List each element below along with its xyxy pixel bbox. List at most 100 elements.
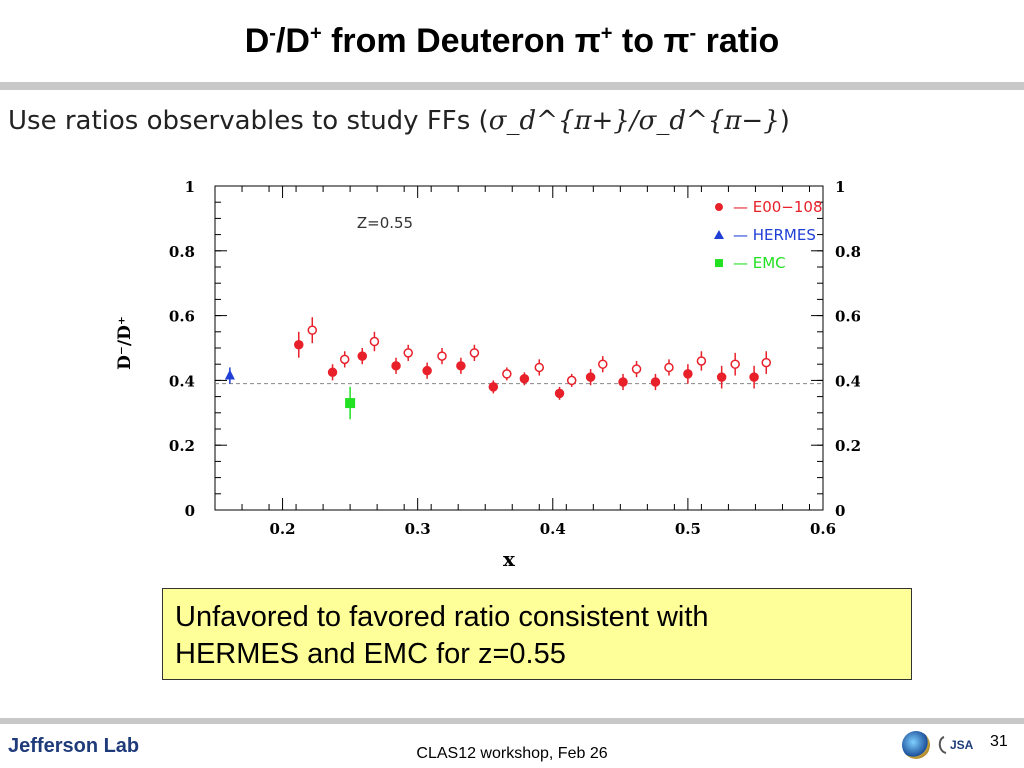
title-part: π	[574, 22, 601, 60]
y-tick-label: 0.8	[169, 243, 195, 261]
data-point	[749, 365, 759, 389]
jsa-logo-icon: JSA	[938, 736, 974, 754]
legend-entry: — EMC	[714, 254, 786, 272]
point-marker	[519, 374, 530, 384]
y-tick-label: 0.2	[169, 437, 195, 455]
title-part: ratio	[696, 22, 780, 60]
y-tick-label-right: 1	[835, 178, 845, 196]
lab-seal-icon	[902, 731, 930, 759]
point-marker	[631, 364, 642, 374]
title-sup: -	[689, 22, 697, 45]
title-part: D	[244, 22, 270, 60]
data-point	[456, 357, 466, 374]
point-marker	[730, 359, 740, 369]
point-marker	[437, 351, 447, 361]
data-point	[357, 348, 368, 365]
y-axis-label: D⁻/D⁺	[115, 316, 135, 370]
point-marker	[585, 372, 596, 382]
data-point	[339, 351, 350, 368]
x-axis-label: x	[503, 547, 516, 568]
point-marker	[369, 336, 380, 347]
data-point	[469, 344, 480, 361]
point-marker	[650, 377, 661, 387]
legend-marker	[714, 203, 723, 212]
point-marker	[696, 356, 707, 366]
y-tick-label-right: 0.8	[835, 243, 860, 261]
legend-label: — EMC	[733, 254, 786, 272]
callout-line-2: HERMES and EMC for z=0.55	[175, 638, 566, 670]
point-marker	[294, 340, 304, 350]
title-part: from Deuteron	[321, 22, 575, 60]
point-marker	[683, 369, 693, 379]
subtitle-math: σ_d^{π+}/σ_d^{π−}	[488, 106, 780, 136]
data-point	[696, 351, 707, 371]
data-point	[422, 362, 432, 379]
data-point	[554, 386, 565, 400]
data-point	[664, 359, 674, 376]
data-point	[761, 351, 772, 374]
data-point	[294, 331, 304, 358]
slide-title: D-/D+ from Deuteron π+ to π- ratio	[0, 22, 1024, 61]
data-point	[403, 344, 413, 361]
point-marker	[391, 361, 401, 371]
title-sup: +	[600, 22, 613, 45]
legend-entry: — HERMES	[713, 226, 816, 244]
data-point	[618, 373, 628, 391]
y-tick-label-right: 0.2	[835, 437, 860, 455]
data-point	[327, 364, 338, 381]
z-annotation: Z=0.55	[357, 214, 413, 232]
x-tick-label: 0.4	[540, 520, 566, 538]
page-number: 31	[990, 733, 1008, 750]
data-point	[502, 367, 512, 381]
data-point	[598, 356, 608, 373]
subtitle-text: Use ratios observables to study FFs (	[8, 106, 489, 136]
data-point	[437, 348, 447, 365]
ratio-chart: 0 0 0.2 0.2 0.4 0.4 0.6 0.6 0.8 0.8 1 1 0.2 0.3 0.4 0.5…	[115, 178, 860, 568]
y-tick-label: 0.6	[169, 308, 195, 326]
legend-marker	[713, 230, 724, 240]
title-part: /D	[275, 22, 310, 60]
data-point	[566, 373, 577, 387]
point-marker	[327, 367, 338, 378]
jsa-text: JSA	[950, 738, 974, 752]
y-tick-label-right: 0	[835, 502, 845, 520]
point-marker	[403, 348, 413, 358]
point-marker	[502, 369, 512, 379]
point-marker	[456, 361, 466, 371]
data-point	[519, 372, 530, 386]
point-marker	[761, 357, 772, 368]
point-marker	[598, 359, 608, 369]
legend-label: — E00−108	[733, 198, 823, 216]
subtitle-close: )	[779, 106, 790, 136]
plot-frame	[214, 185, 824, 511]
point-marker	[357, 351, 368, 361]
title-part: to	[612, 22, 664, 60]
data-point	[716, 365, 727, 389]
data-point	[307, 317, 318, 344]
slide-subtitle: Use ratios observables to study FFs (σ_d…	[8, 106, 790, 136]
bottom-divider	[0, 718, 1024, 724]
point-marker	[224, 369, 235, 380]
title-part: π	[663, 22, 690, 60]
point-marker	[618, 377, 628, 387]
title-sup: +	[309, 22, 322, 45]
point-marker	[664, 362, 674, 373]
data-point	[224, 367, 235, 384]
data-point	[345, 386, 356, 420]
data-point	[650, 373, 661, 391]
point-marker	[422, 365, 432, 376]
y-tick-label-right: 0.4	[835, 372, 860, 390]
data-point	[730, 352, 740, 376]
title-sup: -	[269, 22, 276, 45]
conclusion-callout: Unfavored to favored ratio consistent wi…	[162, 588, 912, 680]
data-point	[683, 364, 693, 384]
y-tick-label-right: 0.6	[835, 308, 860, 326]
point-marker	[339, 354, 350, 365]
point-marker	[566, 375, 577, 386]
legend-marker	[714, 259, 723, 268]
data-point	[631, 360, 642, 378]
point-marker	[488, 382, 499, 392]
x-tick-label: 0.3	[405, 520, 431, 538]
legend-label: — HERMES	[733, 226, 816, 244]
point-marker	[307, 325, 318, 335]
